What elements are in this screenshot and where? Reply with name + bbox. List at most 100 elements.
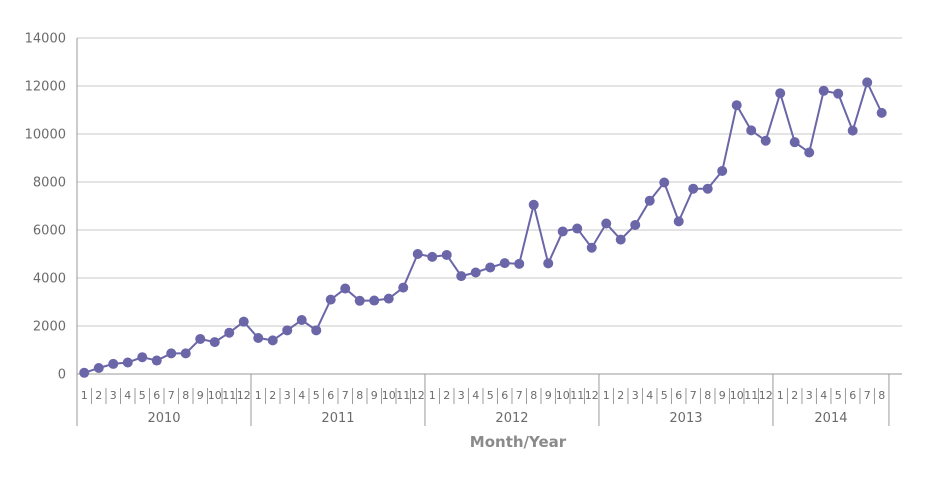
y-axis: 0 2000 4000 6000 8000 10000 12000 14000	[25, 32, 78, 383]
year-label: 2012	[495, 411, 528, 426]
data-point	[760, 135, 771, 146]
month-tick-label: 12	[585, 389, 599, 402]
data-point	[543, 258, 554, 269]
data-point	[122, 357, 133, 368]
month-tick-label: 1	[777, 389, 784, 402]
data-point	[238, 316, 249, 327]
month-tick-label: 1	[81, 389, 88, 402]
month-tick-label: 2	[269, 389, 276, 402]
month-tick-label: 12	[759, 389, 773, 402]
month-tick-label: 9	[545, 389, 552, 402]
month-tick-label: 3	[458, 389, 465, 402]
year-label: 2010	[147, 411, 180, 426]
month-tick-label: 6	[849, 389, 856, 402]
data-point	[383, 293, 394, 304]
data-point	[673, 216, 684, 227]
month-tick-label: 9	[197, 389, 204, 402]
month-tick-label: 8	[530, 389, 537, 402]
data-point	[267, 335, 278, 346]
month-tick-label: 6	[675, 389, 682, 402]
data-point	[731, 100, 742, 111]
month-tick-label: 11	[744, 389, 758, 402]
month-tick-label: 3	[632, 389, 639, 402]
gridlines	[77, 37, 902, 375]
year-label: 2011	[321, 411, 354, 426]
month-tick-label: 8	[878, 389, 885, 402]
data-point	[340, 283, 351, 294]
month-tick-label: 5	[487, 389, 494, 402]
month-tick-label: 11	[396, 389, 410, 402]
data-point	[325, 294, 336, 305]
data-point	[456, 271, 467, 282]
month-tick-label: 1	[429, 389, 436, 402]
data-point	[180, 348, 191, 359]
y-tick-label: 2000	[33, 320, 66, 335]
data-point	[833, 88, 844, 99]
month-tick-label: 7	[168, 389, 175, 402]
data-point	[789, 137, 800, 148]
data-point	[209, 337, 220, 348]
month-tick-label: 12	[237, 389, 251, 402]
month-tick-label: 2	[443, 389, 450, 402]
y-tick-label: 0	[58, 368, 66, 383]
month-tick-label: 4	[472, 389, 479, 402]
data-point	[224, 327, 235, 338]
month-tick-label: 6	[153, 389, 160, 402]
month-tick-label: 4	[298, 389, 305, 402]
data-point	[311, 325, 322, 336]
data-point	[586, 242, 597, 253]
data-point	[195, 333, 206, 344]
series-line	[83, 79, 883, 374]
year-label: 2013	[669, 411, 702, 426]
month-tick-label: 7	[342, 389, 349, 402]
data-point	[644, 195, 655, 206]
month-tick-label: 12	[411, 389, 425, 402]
data-point	[369, 295, 380, 306]
data-point	[253, 333, 264, 343]
month-tick-label: 1	[603, 389, 610, 402]
data-point	[528, 199, 539, 210]
data-point	[166, 348, 177, 359]
month-tick-label: 10	[730, 389, 744, 402]
month-tick-label: 8	[704, 389, 711, 402]
month-tick-label: 5	[661, 389, 668, 402]
y-tick-label: 8000	[33, 176, 66, 191]
month-tick-label: 11	[570, 389, 584, 402]
data-point	[282, 325, 293, 336]
data-point	[818, 85, 829, 96]
month-tick-label: 6	[501, 389, 508, 402]
month-tick-label: 10	[556, 389, 570, 402]
data-point	[717, 165, 728, 176]
data-point	[847, 125, 858, 136]
data-point	[93, 363, 104, 373]
data-point	[137, 352, 148, 363]
data-point	[398, 282, 409, 293]
data-point	[746, 125, 757, 136]
data-point	[862, 77, 873, 88]
month-tick-label: 3	[284, 389, 291, 402]
month-tick-label: 7	[690, 389, 697, 402]
series	[79, 77, 887, 378]
month-tick-label: 4	[124, 389, 131, 402]
data-point	[630, 219, 641, 230]
data-point	[702, 183, 713, 194]
month-tick-label: 7	[516, 389, 523, 402]
month-tick-label: 4	[646, 389, 653, 402]
month-tick-label: 5	[313, 389, 320, 402]
y-tick-label: 12000	[25, 80, 66, 95]
month-tick-label: 6	[327, 389, 334, 402]
data-point	[572, 223, 583, 234]
month-tick-label: 8	[182, 389, 189, 402]
data-point	[601, 218, 612, 229]
data-point	[485, 262, 496, 273]
month-tick-label: 8	[356, 389, 363, 402]
y-tick-label: 4000	[33, 272, 66, 287]
y-tick-label: 10000	[25, 128, 66, 143]
data-point	[108, 358, 119, 369]
data-point	[514, 258, 525, 269]
month-tick-label: 2	[95, 389, 102, 402]
month-tick-label: 3	[110, 389, 117, 402]
data-point	[296, 315, 307, 325]
